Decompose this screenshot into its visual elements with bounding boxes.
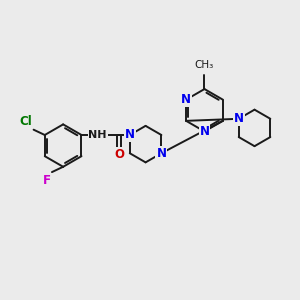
Text: NH: NH (88, 130, 107, 140)
Text: Cl: Cl (20, 115, 32, 128)
Text: O: O (114, 148, 124, 160)
Text: CH₃: CH₃ (195, 60, 214, 70)
Text: N: N (234, 112, 244, 125)
Text: N: N (125, 128, 135, 142)
Text: N: N (181, 93, 191, 106)
Text: F: F (43, 174, 50, 187)
Text: N: N (200, 125, 209, 138)
Text: N: N (156, 147, 167, 160)
